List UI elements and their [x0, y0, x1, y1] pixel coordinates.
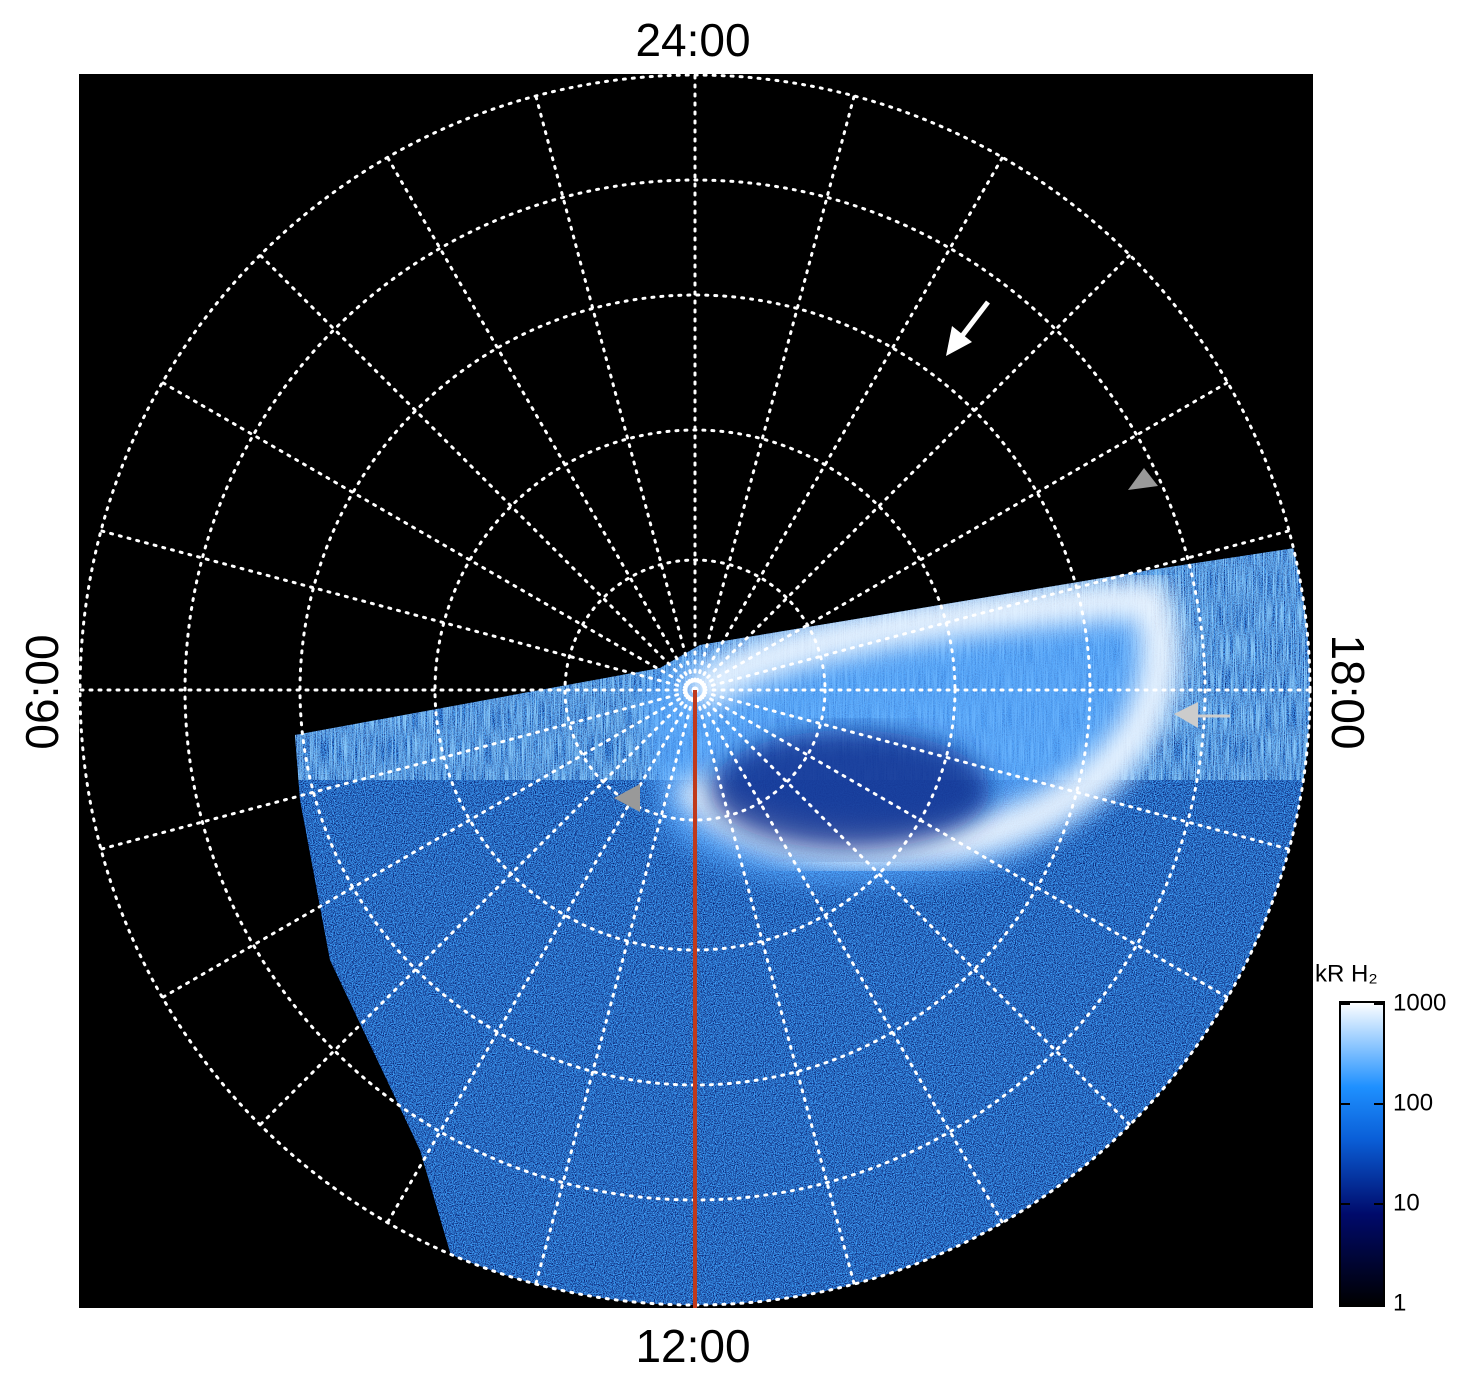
meridian-line — [693, 381, 1230, 692]
arrows — [614, 300, 1230, 812]
meridian-line — [99, 688, 697, 851]
meridian-line — [160, 381, 697, 692]
colorbar-label: kR H₂ — [1315, 960, 1378, 987]
colorbar-ticks: 1 10 100 1000 — [1340, 989, 1446, 1316]
aurora-emission — [295, 548, 1310, 1305]
meridian-line — [693, 688, 1291, 851]
meridian-line — [693, 155, 1004, 692]
arrow-head — [946, 326, 972, 356]
meridian-line — [693, 688, 1230, 999]
colorbar — [1339, 1001, 1385, 1307]
meridian-line — [160, 688, 697, 999]
meridian-line — [258, 688, 697, 1127]
bottom-label: 12:00 — [635, 1320, 750, 1372]
left-label: 06:00 — [16, 634, 68, 749]
colorbar-tick-label: 10 — [1393, 1189, 1420, 1216]
arrow-head — [614, 784, 640, 812]
meridian-line — [534, 688, 697, 1286]
latitude-circle — [563, 558, 827, 822]
colorbar-tick-label: 100 — [1393, 1089, 1433, 1116]
meridian-line — [693, 688, 1004, 1225]
meridian-line — [386, 155, 697, 692]
top-label: 24:00 — [635, 14, 750, 66]
meridian-line — [693, 253, 1132, 692]
meridian-line — [386, 688, 697, 1225]
meridian-line — [99, 529, 697, 692]
arrow-head — [1174, 702, 1198, 728]
meridian-line — [534, 94, 697, 692]
colorbar-tick-label: 1000 — [1393, 989, 1446, 1016]
meridian-line — [693, 688, 856, 1286]
meridian-line — [693, 94, 856, 692]
colorbar-tick-label: 1 — [1393, 1289, 1406, 1316]
meridian-line — [258, 253, 697, 692]
arrow-head — [1128, 468, 1158, 490]
arrow-shaft — [960, 300, 990, 338]
right-label: 18:00 — [1322, 634, 1374, 749]
meridian-line — [693, 688, 1132, 1127]
meridian-line — [693, 529, 1291, 692]
